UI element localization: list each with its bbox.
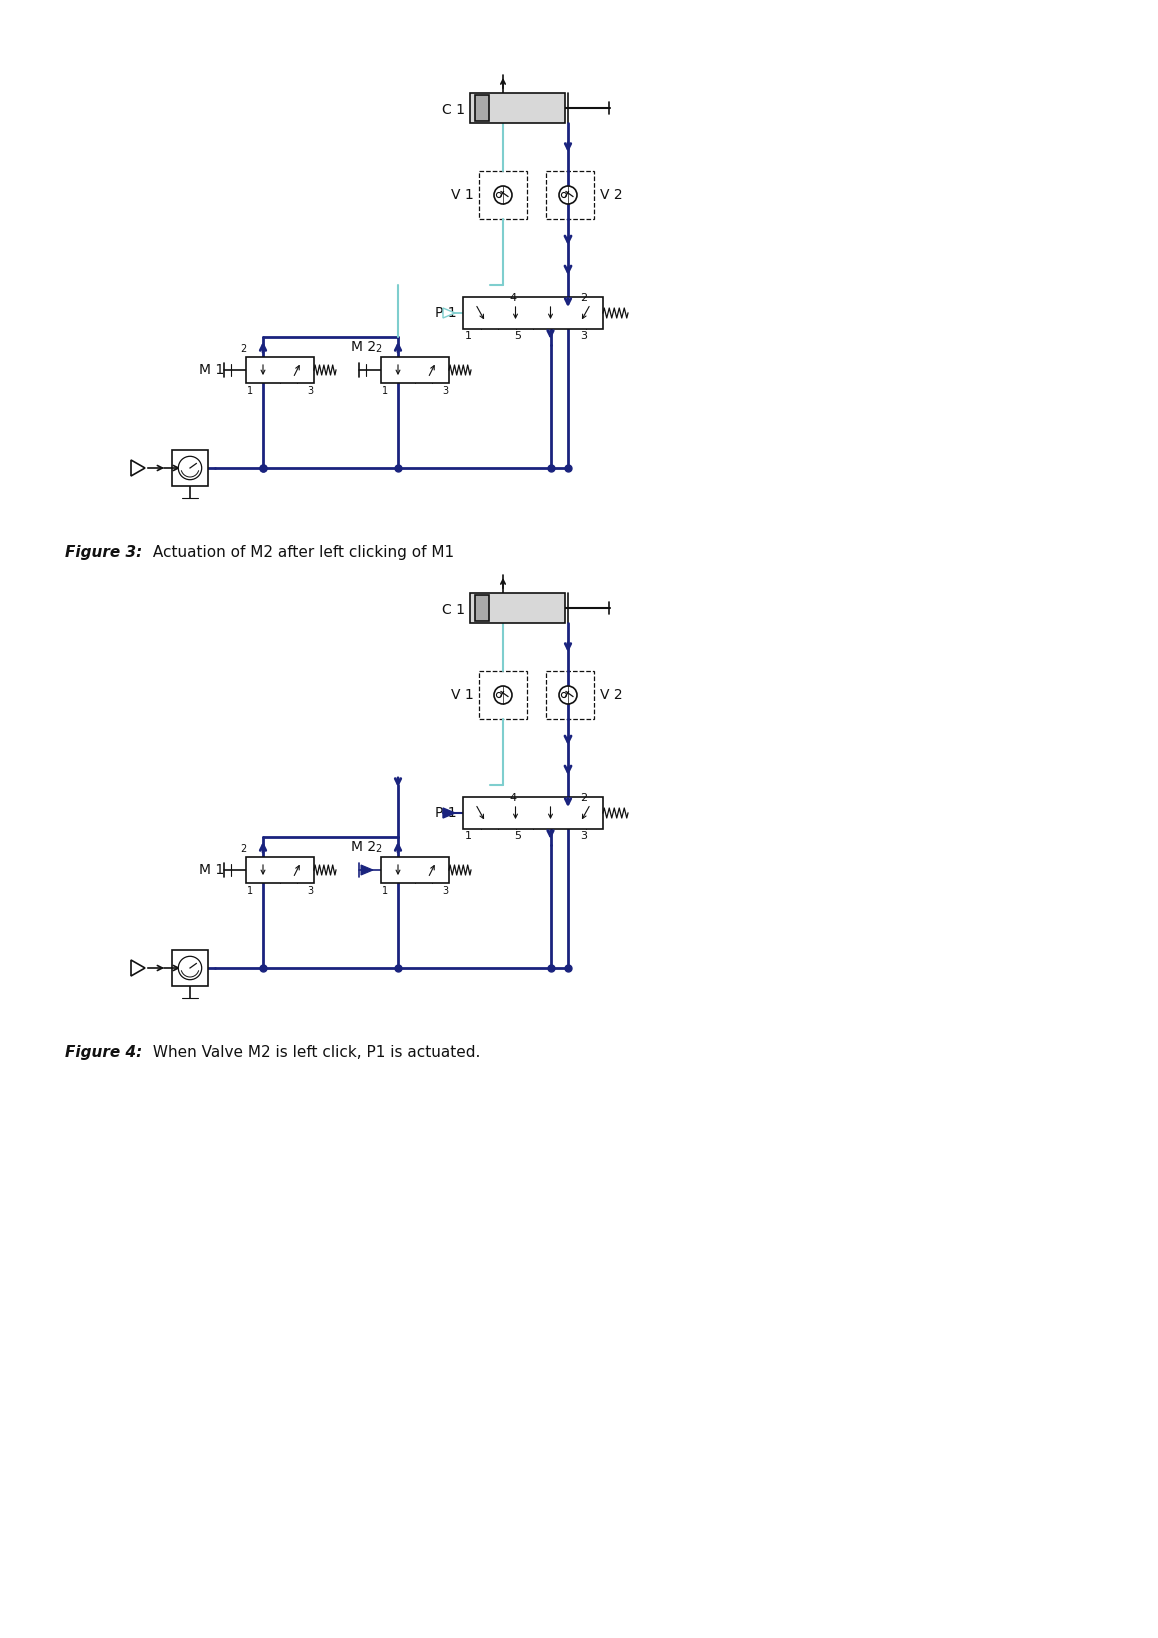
Text: When Valve M2 is left click, P1 is actuated.: When Valve M2 is left click, P1 is actua… [148,1045,481,1060]
Bar [463,296,603,329]
Text: C 1: C 1 [442,103,466,116]
Text: M 1: M 1 [199,364,223,377]
Text: P 1: P 1 [435,306,457,319]
Polygon shape [361,865,373,875]
Bar [173,450,208,486]
Bar [547,170,594,219]
Circle shape [559,187,577,205]
Text: 3: 3 [442,387,448,396]
Bar [475,95,489,121]
Bar [479,672,527,719]
Text: 1: 1 [247,886,254,896]
Text: P 1: P 1 [435,806,457,821]
Circle shape [497,693,501,698]
Circle shape [497,193,501,198]
Text: 1: 1 [247,387,254,396]
Bar [381,357,449,383]
Text: 5: 5 [514,331,521,341]
Bar [475,595,489,621]
Bar [245,857,314,883]
Text: 4: 4 [510,793,518,803]
Text: 3: 3 [442,886,448,896]
Circle shape [178,457,201,480]
Text: 1: 1 [464,331,471,341]
Bar [547,672,594,719]
Bar [470,93,565,123]
Text: M 2: M 2 [351,840,376,853]
Circle shape [178,957,201,980]
Bar [479,170,527,219]
Text: 4: 4 [510,293,518,303]
Polygon shape [444,308,455,318]
Circle shape [562,193,566,198]
Text: C 1: C 1 [442,603,466,618]
Text: 1: 1 [382,886,388,896]
Text: 2: 2 [580,293,587,303]
Bar [173,950,208,986]
Text: 3: 3 [580,830,587,840]
Text: 2: 2 [240,844,247,853]
Text: V 2: V 2 [600,688,623,703]
Text: 1: 1 [464,830,471,840]
Text: 1: 1 [382,387,388,396]
Text: V 1: V 1 [452,188,474,201]
Bar [381,857,449,883]
Bar [245,357,314,383]
Text: Figure 4:: Figure 4: [65,1045,142,1060]
Text: V 1: V 1 [452,688,474,703]
Circle shape [562,693,566,698]
Text: 2: 2 [240,344,247,354]
Text: M 2: M 2 [351,341,376,354]
Text: Figure 3:: Figure 3: [65,545,142,560]
Circle shape [494,187,512,205]
Polygon shape [131,460,145,477]
Polygon shape [444,808,455,817]
Text: 2: 2 [375,344,381,354]
Text: 2: 2 [580,793,587,803]
Text: 3: 3 [580,331,587,341]
Text: 3: 3 [307,886,313,896]
Text: 3: 3 [307,387,313,396]
Bar [463,798,603,829]
Text: 2: 2 [375,844,381,853]
Text: V 2: V 2 [600,188,623,201]
Text: Actuation of M2 after left clicking of M1: Actuation of M2 after left clicking of M… [148,545,454,560]
Circle shape [494,686,512,704]
Text: 5: 5 [514,830,521,840]
Bar [470,593,565,622]
Circle shape [559,686,577,704]
Text: M 1: M 1 [199,863,223,876]
Polygon shape [131,960,145,976]
